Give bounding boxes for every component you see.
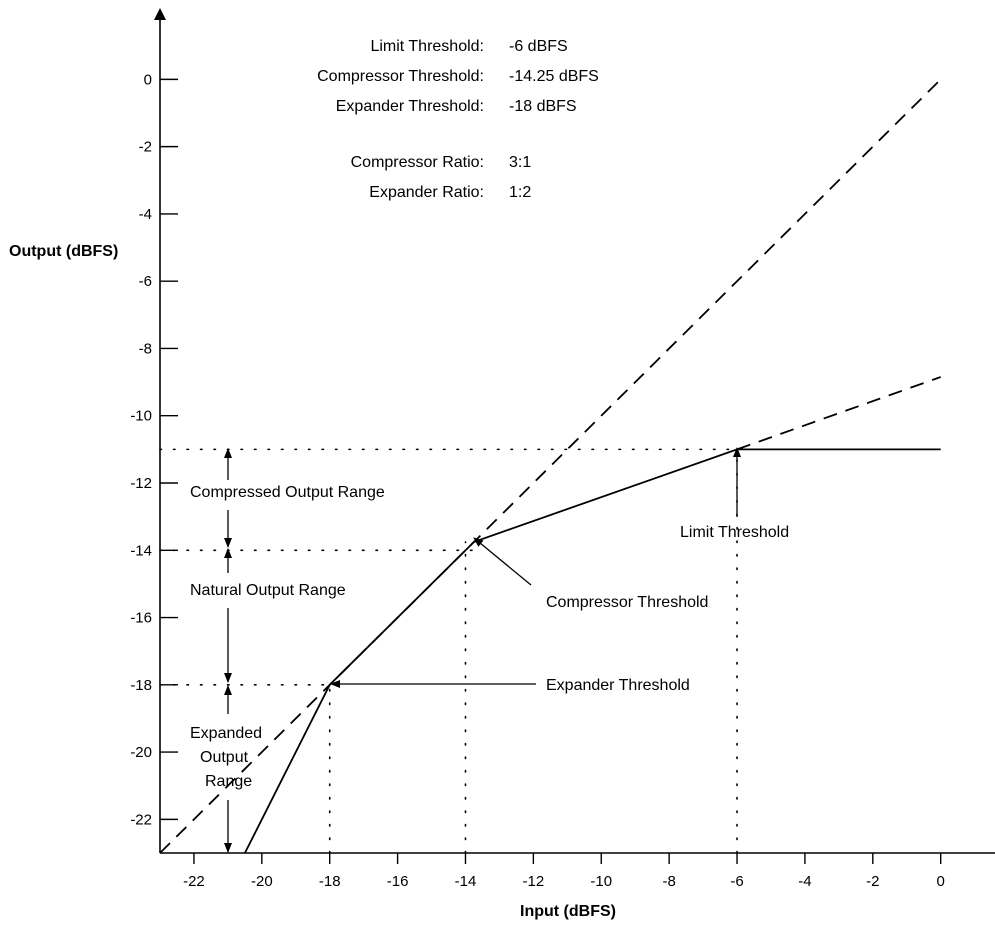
series-line-0-solid (244, 448, 941, 854)
y-tick-label: -18 (130, 677, 152, 694)
expanded-range-label-line-3: Range (205, 773, 252, 790)
expander-threshold-label: Expander Threshold (546, 677, 690, 694)
info-value: -14.25 dBFS (509, 68, 599, 85)
y-tick-label: -12 (130, 475, 152, 492)
limit-threshold-label: Limit Threshold (680, 524, 789, 541)
y-tick-label: -10 (130, 408, 152, 425)
info-label: Compressor Ratio: (351, 154, 484, 171)
natural-range-label: Natural Output Range (190, 582, 346, 599)
info-value: -6 dBFS (509, 38, 568, 55)
axes (154, 8, 995, 854)
info-value: 3:1 (509, 154, 531, 171)
y-tick-label: 0 (144, 71, 152, 88)
y-tick-label: -4 (139, 206, 152, 223)
x-tick-label: -12 (523, 873, 545, 890)
x-tick-label: -6 (730, 873, 743, 890)
info-value: 1:2 (509, 184, 531, 201)
x-tick-label: 0 (937, 873, 945, 890)
y-tick-label: -8 (139, 340, 152, 357)
x-tick-label: -8 (662, 873, 675, 890)
y-axis-arrowhead (154, 8, 166, 20)
limit-threshold-annotation: Limit Threshold (680, 447, 789, 541)
x-axis-title: Input (dBFS) (520, 903, 616, 920)
info-label: Limit Threshold: (370, 38, 484, 55)
info-value: -18 dBFS (509, 98, 577, 115)
x-tick-label: -2 (866, 873, 879, 890)
x-tick-label: -10 (590, 873, 612, 890)
x-tick-label: -4 (798, 873, 811, 890)
y-axis-ticks: 0 -2 -4 -6 -8 -10 -12 -14 -16 -18 -20 -22 (130, 71, 178, 828)
settings-info-block: Limit Threshold: -6 dBFS Compressor Thresh… (317, 38, 599, 201)
info-label: Expander Threshold: (336, 98, 484, 115)
y-tick-label: -14 (130, 542, 152, 559)
x-tick-label: -20 (251, 873, 273, 890)
compressor-threshold-arrow (473, 537, 532, 586)
series-line-1-dashed (159, 78, 942, 854)
expanded-range-label-line-1: Expanded (190, 725, 262, 742)
y-tick-label: -6 (139, 273, 152, 290)
info-label: Expander Ratio: (369, 184, 484, 201)
x-axis-ticks: -22 -20 -18 -16 -14 -12 -10 -8 -6 -4 -2 0 (183, 853, 945, 890)
series-line-2-dashed (736, 376, 942, 451)
compressor-threshold-annotation: Compressor Threshold (473, 537, 708, 611)
transfer-curves (159, 78, 942, 854)
expanded-range-label-line-2: Output (200, 749, 249, 766)
y-tick-label: -2 (139, 139, 152, 156)
y-tick-label: -22 (130, 811, 152, 828)
y-tick-label: -20 (130, 744, 152, 761)
x-tick-label: -18 (319, 873, 341, 890)
info-label: Compressor Threshold: (317, 68, 484, 85)
compressed-range-label: Compressed Output Range (190, 484, 385, 501)
y-axis-title: Output (dBFS) (9, 243, 118, 260)
expander-threshold-annotation: Expander Threshold (330, 677, 690, 694)
x-tick-label: -16 (387, 873, 409, 890)
x-tick-label: -22 (183, 873, 205, 890)
compressor-threshold-label: Compressor Threshold (546, 594, 708, 611)
x-tick-label: -14 (455, 873, 477, 890)
y-tick-label: -16 (130, 610, 152, 627)
output-range-annotations: Compressed Output Range Natural Output R… (190, 448, 385, 853)
guide-lines (159, 448, 738, 854)
